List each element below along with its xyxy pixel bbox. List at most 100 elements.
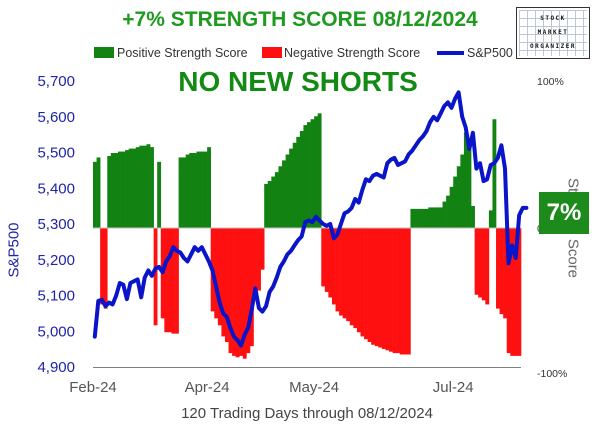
y-tick-label: 5,500: [37, 145, 75, 162]
negative-score-bar: [371, 228, 376, 345]
positive-score-bar: [117, 151, 122, 228]
negative-score-bar: [496, 228, 500, 309]
x-tick-label: Jul-24: [433, 379, 474, 396]
positive-score-bar: [139, 145, 144, 228]
y-tick-label: 5,200: [37, 252, 75, 269]
negative-score-bar: [406, 228, 411, 355]
negative-score-bar: [381, 228, 386, 349]
negative-score-bar: [228, 228, 233, 354]
negative-score-bar: [510, 228, 515, 356]
y-tick-label: 5,000: [37, 323, 75, 340]
positive-score-bar: [421, 208, 425, 228]
positive-score-bar: [307, 122, 311, 228]
legend-positive-swatch: [94, 47, 114, 58]
legend-negative-label: Negative Strength Score: [284, 46, 421, 60]
negative-score-bar: [221, 228, 226, 337]
negative-score-bar: [257, 228, 261, 291]
negative-score-bar: [392, 228, 397, 354]
positive-score-bar: [435, 207, 440, 228]
negative-score-bar: [378, 228, 383, 348]
positive-score-bar: [446, 195, 450, 228]
positive-score-bar: [431, 207, 436, 228]
y-tick-label: 5,600: [37, 109, 75, 126]
positive-score-bar: [310, 119, 315, 228]
positive-score-bar: [107, 155, 112, 228]
positive-score-bar: [296, 136, 301, 228]
negative-score-bar: [403, 228, 408, 355]
negative-score-bar: [321, 228, 326, 287]
negative-score-bar: [517, 228, 522, 356]
y2-tick-label: -100%: [537, 368, 567, 380]
negative-score-bar: [503, 228, 508, 319]
positive-score-bar: [203, 151, 208, 228]
positive-score-bar: [449, 186, 454, 228]
negative-score-bar: [513, 228, 518, 356]
x-tick-label: Feb-24: [69, 379, 117, 396]
negative-score-bar: [100, 228, 104, 305]
positive-score-bar: [410, 208, 415, 228]
negative-score-bar: [328, 228, 333, 298]
positive-score-bar: [200, 151, 204, 228]
negative-score-bar: [346, 228, 351, 322]
negative-score-bar: [235, 228, 240, 358]
negative-score-bar: [246, 228, 251, 354]
positive-score-bar: [150, 147, 154, 228]
negative-score-bar: [175, 228, 179, 334]
y-tick-label: 4,900: [37, 359, 75, 376]
negative-score-bar: [214, 228, 219, 319]
positive-score-bar: [196, 151, 201, 228]
legend-sp500-label: S&P500: [467, 46, 513, 60]
positive-score-bar: [267, 180, 272, 228]
positive-score-bar: [463, 132, 468, 228]
negative-score-bar: [260, 228, 265, 270]
positive-score-bar: [460, 154, 465, 228]
negative-score-bar: [103, 228, 108, 309]
positive-score-bar: [299, 130, 304, 228]
positive-score-bar: [424, 208, 429, 228]
legend-negative: Negative Strength Score: [284, 46, 420, 60]
y-tick-label: 5,100: [37, 288, 75, 305]
positive-score-bar: [292, 142, 297, 228]
positive-score-bar: [456, 166, 461, 228]
positive-score-bar: [492, 119, 497, 228]
positive-score-bar: [438, 207, 443, 228]
negative-score-bar: [253, 228, 258, 298]
positive-score-bar: [282, 160, 286, 228]
positive-score-bar: [182, 157, 187, 228]
negative-score-bar: [396, 228, 401, 354]
negative-score-bar: [481, 228, 486, 301]
positive-score-bar: [271, 176, 276, 228]
positive-score-bar: [110, 153, 115, 228]
stock-market-organizer-logo: STOCK MARKET ORGANIZER: [516, 7, 590, 59]
chart-title: +7% STRENGTH SCORE 08/12/2024: [122, 8, 478, 31]
legend-positive-label: Positive Strength Score: [117, 46, 248, 60]
negative-score-bar: [232, 228, 236, 356]
negative-score-bar: [335, 228, 340, 312]
negative-score-bar: [331, 228, 336, 305]
negative-score-bar: [474, 228, 479, 295]
x-tick-label: May-24: [289, 379, 339, 396]
positive-score-bar: [289, 148, 294, 228]
positive-score-bar: [488, 210, 493, 228]
score-badge: 7%: [539, 192, 589, 234]
positive-score-bar: [142, 145, 147, 228]
positive-score-bar: [157, 161, 162, 228]
positive-score-bar: [135, 147, 140, 228]
positive-score-bar: [442, 201, 447, 228]
negative-score-bar: [499, 228, 504, 315]
x-tick-label: Apr-24: [185, 379, 230, 396]
positive-score-bar: [264, 183, 269, 228]
negative-score-bar: [171, 228, 176, 334]
negative-score-bar: [360, 228, 365, 337]
y-tick-label: 5,400: [37, 180, 75, 197]
logo-line-2: MARKET: [537, 29, 569, 36]
negative-score-bar: [164, 228, 169, 333]
negative-score-bar: [385, 228, 390, 351]
positive-score-bar: [414, 208, 418, 228]
y-tick-label: 5,700: [37, 73, 75, 90]
headline: NO NEW SHORTS: [178, 66, 418, 97]
positive-score-bar: [303, 125, 308, 228]
positive-score-bar: [146, 144, 151, 228]
positive-score-bar: [207, 147, 211, 228]
positive-score-bar: [314, 116, 318, 228]
